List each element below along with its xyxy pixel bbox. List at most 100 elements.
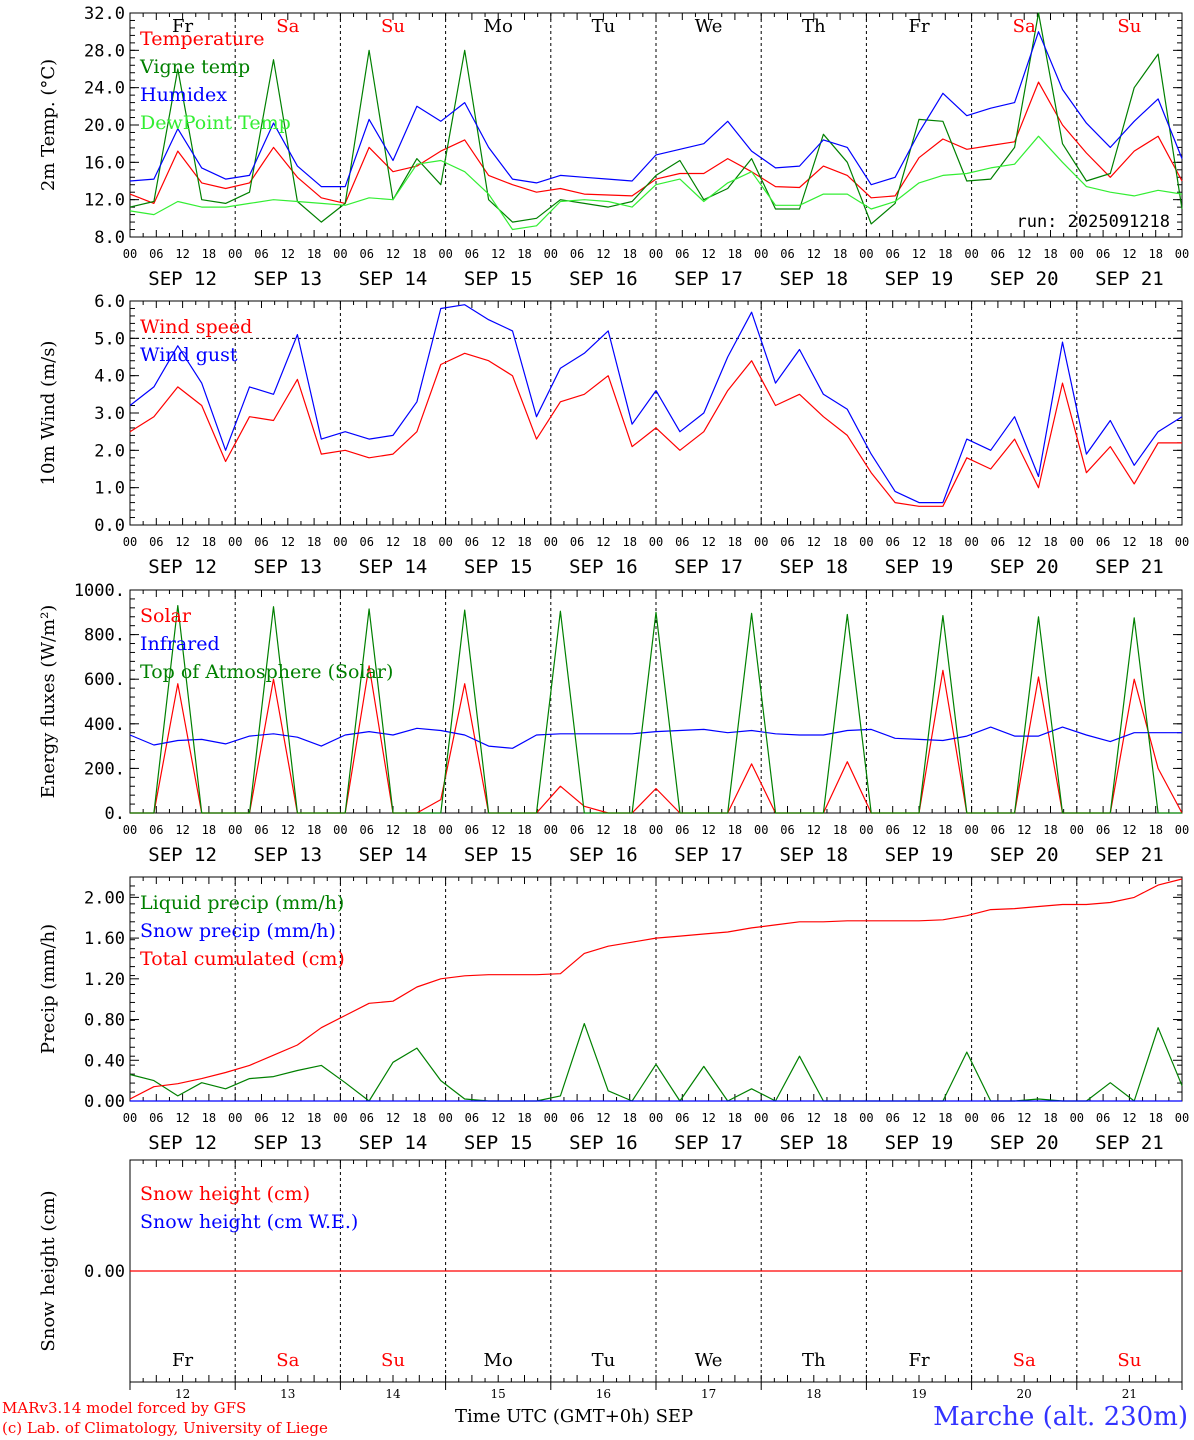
date-label: SEP 19: [885, 268, 954, 290]
hour-tick-label: 06: [1096, 1111, 1110, 1125]
hour-tick-label: 18: [1043, 535, 1057, 549]
hour-tick-label: 12: [491, 247, 505, 261]
day-of-week-label: Sa: [1013, 16, 1036, 37]
hour-tick-label: 00: [1175, 535, 1189, 549]
hour-tick-label: 06: [465, 1111, 479, 1125]
hour-tick-label: 06: [780, 1111, 794, 1125]
date-label: SEP 18: [779, 556, 848, 578]
hour-tick-label: 06: [885, 247, 899, 261]
y-tick-label: 0.0: [94, 516, 125, 536]
y-tick-label: 0.40: [84, 1051, 125, 1071]
y-tick-label: 400.: [84, 715, 125, 735]
hour-tick-label: 18: [622, 247, 636, 261]
hour-tick-label: 00: [1175, 247, 1189, 261]
hour-tick-label: 12: [1122, 823, 1136, 837]
hour-tick-label: 06: [465, 823, 479, 837]
hour-tick-label: 12: [175, 535, 189, 549]
hour-tick-label: 00: [123, 535, 137, 549]
hour-tick-label: 12: [491, 535, 505, 549]
hour-tick-label: 06: [1096, 535, 1110, 549]
hour-tick-label: 12: [807, 1111, 821, 1125]
hour-tick-label: 00: [859, 1111, 873, 1125]
hour-tick-label: 06: [675, 823, 689, 837]
date-label: SEP 17: [674, 268, 743, 290]
legend-entry-1: Wind gust: [140, 344, 238, 366]
hour-tick-label: 18: [938, 247, 952, 261]
date-label: SEP 15: [464, 844, 533, 866]
date-label: SEP 15: [464, 1132, 533, 1154]
y-tick-label: 2.00: [84, 888, 125, 908]
day-number-label: 17: [701, 1387, 716, 1401]
date-label: SEP 21: [1095, 1132, 1164, 1154]
hour-tick-label: 06: [991, 247, 1005, 261]
run-annotation: run: 2025091218: [1016, 212, 1170, 232]
hour-tick-label: 06: [885, 823, 899, 837]
hour-tick-label: 18: [1148, 535, 1162, 549]
hour-tick-label: 00: [333, 247, 347, 261]
date-label: SEP 14: [359, 268, 428, 290]
hour-tick-label: 12: [912, 535, 926, 549]
hour-tick-label: 00: [754, 535, 768, 549]
y-axis-label: Precip (mm/h): [38, 924, 59, 1054]
hour-tick-label: 18: [412, 823, 426, 837]
hour-tick-label: 12: [1017, 247, 1031, 261]
date-label: SEP 16: [569, 844, 638, 866]
day-of-week-label: Th: [802, 16, 826, 37]
date-label: SEP 20: [990, 844, 1059, 866]
date-label: SEP 13: [253, 1132, 322, 1154]
date-label: SEP 17: [674, 556, 743, 578]
hour-tick-label: 18: [1043, 1111, 1057, 1125]
hour-tick-label: 06: [465, 535, 479, 549]
hour-tick-label: 18: [622, 1111, 636, 1125]
hour-tick-label: 12: [701, 823, 715, 837]
hour-tick-label: 00: [754, 1111, 768, 1125]
y-tick-label: 20.0: [84, 116, 125, 136]
series-line-1: [129, 12, 1183, 225]
hour-tick-label: 00: [964, 823, 978, 837]
date-label: SEP 16: [569, 556, 638, 578]
hour-tick-label: 06: [149, 535, 163, 549]
date-label: SEP 15: [464, 268, 533, 290]
hour-tick-label: 18: [412, 247, 426, 261]
hour-tick-label: 00: [859, 823, 873, 837]
date-label: SEP 14: [359, 1132, 428, 1154]
legend-entry-0: Liquid precip (mm/h): [140, 892, 344, 914]
y-axis-label: 2m Temp. (°C): [38, 59, 59, 191]
hour-tick-label: 18: [517, 1111, 531, 1125]
series-line-2: [129, 31, 1183, 188]
hour-tick-label: 06: [254, 535, 268, 549]
legend-entry-1: Snow precip (mm/h): [140, 920, 336, 942]
y-tick-label: 4.0: [94, 367, 125, 387]
hour-tick-label: 18: [517, 535, 531, 549]
series-line-1: [129, 304, 1183, 504]
hour-tick-label: 00: [1175, 1111, 1189, 1125]
hour-tick-label: 00: [1070, 1111, 1084, 1125]
hour-tick-label: 12: [386, 823, 400, 837]
hour-tick-label: 12: [175, 1111, 189, 1125]
hour-tick-label: 06: [254, 1111, 268, 1125]
hour-tick-label: 06: [780, 247, 794, 261]
lab-credit-line: (c) Lab. of Climatology, University of L…: [2, 1419, 328, 1437]
hour-tick-label: 18: [728, 823, 742, 837]
hour-tick-label: 00: [123, 247, 137, 261]
hour-tick-label: 00: [964, 535, 978, 549]
date-label: SEP 20: [990, 268, 1059, 290]
day-number-label: 12: [175, 1387, 190, 1401]
plot-frame: [129, 300, 1183, 526]
legend-entry-2: Humidex: [140, 84, 227, 106]
hour-tick-label: 18: [202, 247, 216, 261]
date-label: SEP 13: [253, 268, 322, 290]
date-label: SEP 18: [779, 1132, 848, 1154]
hour-tick-label: 12: [912, 1111, 926, 1125]
hour-tick-label: 12: [701, 247, 715, 261]
hour-tick-label: 06: [780, 535, 794, 549]
hour-tick-label: 06: [254, 247, 268, 261]
location-label: Marche (alt. 230m): [933, 1402, 1188, 1432]
hour-tick-label: 12: [807, 247, 821, 261]
hour-tick-label: 06: [149, 1111, 163, 1125]
x-axis-title: Time UTC (GMT+0h) SEP: [455, 1406, 694, 1427]
hour-tick-label: 06: [359, 823, 373, 837]
date-label: SEP 17: [674, 844, 743, 866]
day-of-week-label: Sa: [276, 16, 299, 37]
